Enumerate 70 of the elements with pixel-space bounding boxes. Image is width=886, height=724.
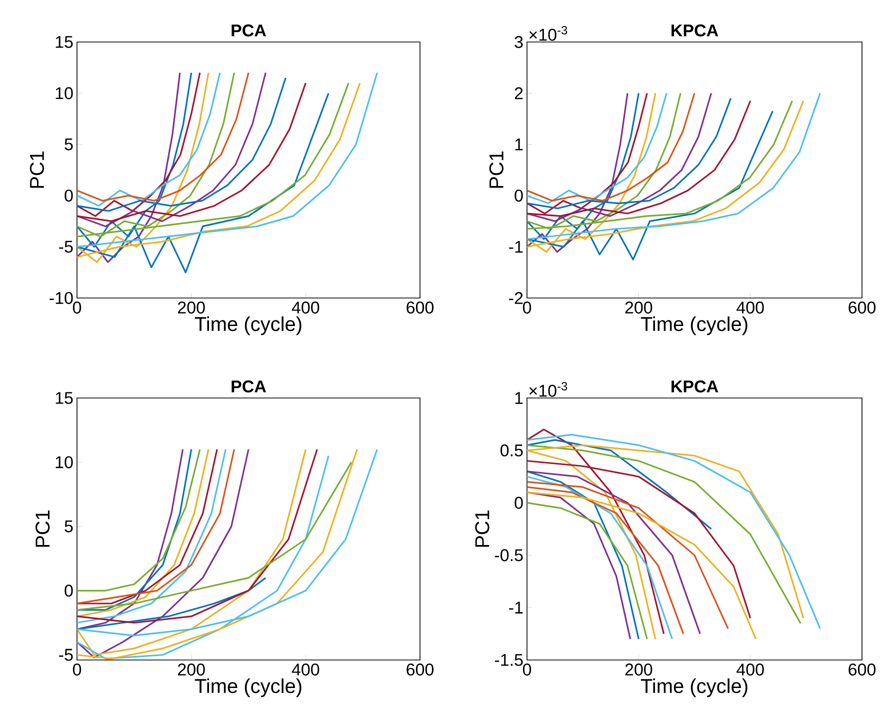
x-tick-label: 200 [178, 302, 205, 314]
x-tick-label: 600 [848, 664, 876, 676]
chart-title: PCA [232, 24, 266, 36]
y-tick-label: 10 [56, 87, 73, 100]
y-tick-label: 2 [514, 87, 523, 100]
y-axis-title: PC1 [489, 152, 504, 188]
line-series [77, 448, 184, 630]
y-tick-label: 0 [514, 190, 523, 202]
y-tick-label: 3 [514, 36, 523, 48]
line-series [527, 476, 673, 640]
y-tick-label: -10 [50, 292, 73, 304]
chart-title: KPCA [672, 24, 718, 36]
y-tick-label: -1.5 [494, 654, 523, 666]
y-tick-label: 5 [64, 520, 73, 532]
y-tick-label: 0.5 [500, 444, 523, 456]
y-tick-label: -1 [509, 602, 523, 614]
line-series [77, 448, 201, 592]
line-series [77, 448, 318, 624]
x-tick-label: 400 [292, 664, 320, 676]
chart-title: PCA [232, 380, 266, 392]
y-axis-title: PC1 [30, 152, 44, 188]
y-tick-label: 1 [515, 138, 523, 150]
text: ×10$^{-3}$ [529, 26, 568, 41]
line-series [77, 577, 266, 630]
line-series [527, 481, 729, 630]
y-tick-label: 0 [64, 584, 73, 597]
x-tick-label: 400 [736, 664, 764, 676]
x-tick-label: 0 [72, 302, 82, 314]
line-series [527, 486, 684, 635]
x-axis-title: Time (cycle) [640, 678, 748, 698]
x-tick-label: 200 [625, 664, 652, 676]
line-series [77, 72, 221, 207]
x-axis-title: Time (cycle) [194, 316, 302, 336]
line-series [527, 492, 632, 640]
x-axis-title: Time (cycle) [194, 678, 302, 698]
x-tick-label: 600 [848, 302, 876, 314]
y-tick-label: 0 [514, 496, 523, 509]
chart-title: KPCA [672, 380, 718, 392]
y-tick-label: -0.5 [494, 549, 523, 562]
line-series [527, 470, 701, 635]
x-axis-title: Time (cycle) [640, 316, 748, 336]
text: ×10$^{-3}$ [529, 382, 568, 397]
line-series [77, 448, 250, 658]
line-series [527, 502, 648, 640]
x-tick-label: 200 [178, 664, 205, 676]
x-tick-label: 400 [736, 302, 764, 314]
y-tick-label: 1 [515, 392, 523, 404]
x-tick-label: 600 [406, 302, 434, 314]
line-series [527, 470, 640, 640]
y-tick-label: -2 [509, 292, 523, 304]
y-tick-label: -5 [59, 240, 73, 253]
y-tick-label: 15 [56, 36, 73, 48]
x-tick-label: 600 [406, 664, 434, 676]
line-series [527, 439, 712, 530]
line-series [77, 461, 352, 611]
y-axis-title: PC1 [475, 510, 490, 547]
line-series [527, 92, 821, 240]
y-tick-label: -1 [509, 240, 523, 253]
y-tick-label: -5 [59, 648, 73, 661]
y-tick-label: 0 [64, 190, 73, 202]
y-tick-label: 10 [56, 456, 73, 468]
line-series [527, 92, 696, 202]
x-tick-label: 0 [72, 664, 82, 676]
x-tick-label: 200 [625, 302, 652, 314]
x-tick-label: 400 [292, 302, 320, 314]
line-series [527, 92, 668, 204]
y-tick-label: 5 [64, 138, 73, 150]
y-tick-label: 15 [56, 392, 73, 404]
y-axis-title: PC1 [36, 510, 50, 547]
line-series [77, 72, 250, 202]
